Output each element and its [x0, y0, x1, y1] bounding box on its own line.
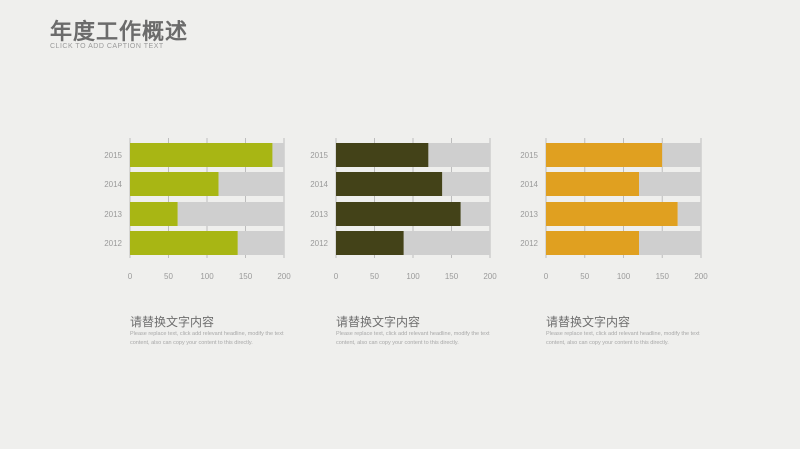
x-tick-label-3-200: 200	[694, 272, 708, 281]
bar-1-2013-remainder	[177, 202, 284, 226]
x-tick-label-1-100: 100	[200, 272, 214, 281]
bar-1-2014-value	[130, 172, 219, 196]
category-label-3-2013: 2013	[520, 210, 538, 219]
bar-3-2015-remainder	[662, 143, 701, 167]
bar-2-2015-value	[336, 143, 429, 167]
category-label-1-2014: 2014	[104, 180, 122, 189]
caption-title-3: 请替换文字内容	[546, 315, 631, 329]
bar-1-2014-remainder	[218, 172, 284, 196]
x-tick-label-1-150: 150	[239, 272, 253, 281]
category-label-3-2012: 2012	[520, 239, 538, 248]
category-label-1-2012: 2012	[104, 239, 122, 248]
bar-3-2014-remainder	[639, 172, 701, 196]
bar-1-2013-value	[130, 202, 178, 226]
x-tick-label-2-200: 200	[483, 272, 497, 281]
bar-2-2012-value	[336, 231, 404, 255]
bar-1-2012-value	[130, 231, 238, 255]
category-label-2-2013: 2013	[310, 210, 328, 219]
caption-body-1: Please replace text, click add relevant …	[130, 331, 284, 346]
bar-3-2012-value	[546, 231, 639, 255]
bar-3-2013-remainder	[677, 202, 701, 226]
x-tick-label-2-150: 150	[445, 272, 459, 281]
x-tick-label-1-200: 200	[277, 272, 291, 281]
bar-1-2015-remainder	[272, 143, 284, 167]
x-tick-label-1-0: 0	[128, 272, 133, 281]
bar-2-2012-remainder	[403, 231, 490, 255]
category-label-2-2015: 2015	[310, 151, 328, 160]
x-tick-label-3-0: 0	[544, 272, 549, 281]
category-label-2-2014: 2014	[310, 180, 328, 189]
caption-body-2: Please replace text, click add relevant …	[336, 331, 490, 346]
page-subtitle: CLICK TO ADD CAPTION TEXT	[50, 43, 164, 50]
bar-2-2014-value	[336, 172, 443, 196]
x-tick-label-2-0: 0	[334, 272, 339, 281]
category-label-3-2015: 2015	[520, 151, 538, 160]
x-tick-label-2-100: 100	[406, 272, 420, 281]
bar-3-2013-value	[546, 202, 678, 226]
x-tick-label-3-50: 50	[580, 272, 589, 281]
bar-1-2015-value	[130, 143, 273, 167]
x-tick-label-3-100: 100	[617, 272, 631, 281]
x-tick-label-2-50: 50	[370, 272, 379, 281]
caption-body-3: Please replace text, click add relevant …	[546, 331, 700, 346]
x-tick-label-3-150: 150	[656, 272, 670, 281]
page-title: 年度工作概述	[50, 20, 189, 45]
category-label-3-2014: 2014	[520, 180, 538, 189]
bar-2-2013-value	[336, 202, 461, 226]
category-label-1-2015: 2015	[104, 151, 122, 160]
caption-title-2: 请替换文字内容	[336, 315, 421, 329]
bar-3-2015-value	[546, 143, 663, 167]
x-tick-label-1-50: 50	[164, 272, 173, 281]
category-label-2-2012: 2012	[310, 239, 328, 248]
bar-1-2012-remainder	[237, 231, 284, 255]
bar-2-2013-remainder	[460, 202, 490, 226]
caption-title-1: 请替换文字内容	[130, 315, 215, 329]
category-label-1-2013: 2013	[104, 210, 122, 219]
bar-3-2012-remainder	[639, 231, 701, 255]
bar-2-2014-remainder	[442, 172, 490, 196]
bar-2-2015-remainder	[428, 143, 490, 167]
bar-3-2014-value	[546, 172, 639, 196]
